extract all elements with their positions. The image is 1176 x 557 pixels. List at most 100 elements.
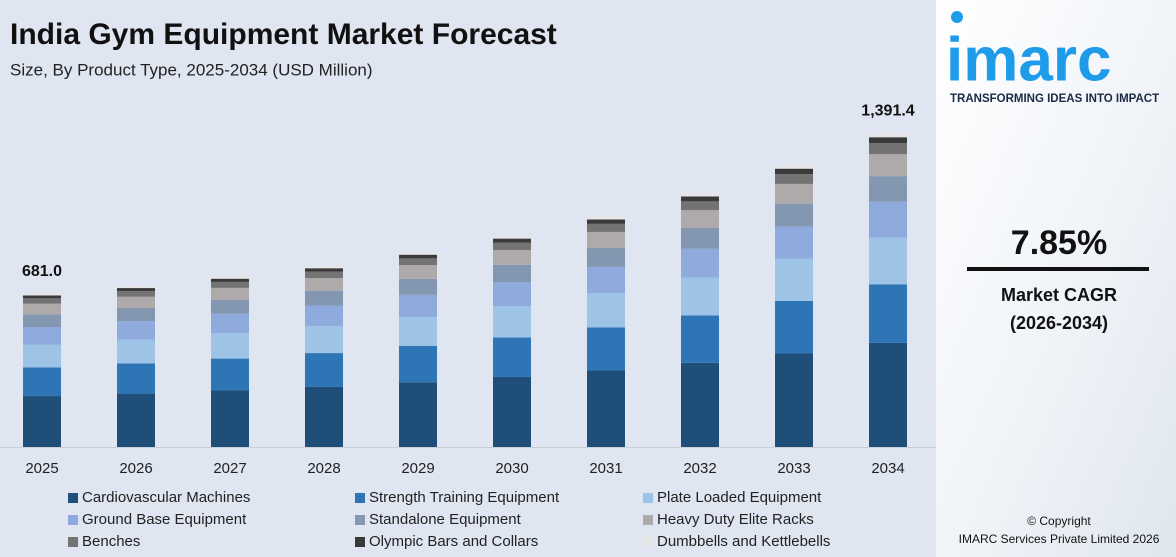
bar-segment	[211, 278, 249, 282]
bar-segment	[305, 266, 343, 269]
bar-segment	[775, 300, 813, 354]
bar-segment	[23, 295, 61, 299]
x-tick-label: 2032	[683, 460, 716, 477]
bar-segment	[681, 193, 719, 197]
bar-segment	[775, 183, 813, 204]
bar-segment	[775, 168, 813, 175]
bar-segment	[587, 327, 625, 371]
chart-subtitle: Size, By Product Type, 2025-2034 (USD Mi…	[10, 60, 373, 79]
bar-segment	[493, 238, 531, 243]
bar-segment	[305, 326, 343, 354]
bar-segment	[399, 258, 437, 266]
total-label: 681.0	[22, 263, 62, 280]
legend-label: Olympic Bars and Collars	[369, 533, 538, 550]
bar-segment	[399, 345, 437, 383]
bar-segment	[869, 237, 907, 285]
legend-swatch	[355, 537, 365, 547]
bar-segment	[399, 294, 437, 317]
bar-segment	[305, 271, 343, 279]
bar-segment	[305, 353, 343, 387]
chart-title: India Gym Equipment Market Forecast	[10, 18, 557, 51]
bar-segment	[211, 313, 249, 334]
legend-swatch	[68, 537, 78, 547]
bar-segment	[587, 216, 625, 220]
bar-segment	[775, 203, 813, 227]
bar-segment	[493, 249, 531, 265]
bar-segment	[869, 154, 907, 177]
bar-segment	[399, 382, 437, 447]
legend-label: Standalone Equipment	[369, 511, 522, 528]
x-tick-label: 2028	[307, 460, 340, 477]
cagr-period: (2026-2034)	[1010, 313, 1108, 333]
legend-label: Ground Base Equipment	[82, 511, 247, 528]
bar-segment	[117, 363, 155, 394]
bar-segment	[399, 278, 437, 295]
legend-label: Benches	[82, 533, 140, 550]
bar-segment	[869, 133, 907, 138]
x-tick-label: 2033	[777, 460, 810, 477]
bar-segment	[493, 337, 531, 377]
bar-segment	[305, 290, 343, 306]
bar-segment	[211, 390, 249, 447]
bar-segment	[211, 276, 249, 279]
bar-segment	[493, 376, 531, 447]
x-tick-label: 2027	[213, 460, 246, 477]
bar-segment	[869, 176, 907, 202]
bar-segment	[117, 393, 155, 447]
x-tick-label: 2029	[401, 460, 434, 477]
bar-segment	[681, 196, 719, 202]
bar-segment	[869, 342, 907, 447]
bar-segment	[117, 339, 155, 364]
bar-segment	[775, 165, 813, 169]
bar-segment	[869, 284, 907, 343]
x-tick-label: 2034	[871, 460, 904, 477]
bar-segment	[23, 396, 61, 447]
bar-segment	[681, 248, 719, 278]
bar-segment	[211, 299, 249, 314]
bar-segment	[493, 236, 531, 239]
bar-segment	[869, 201, 907, 238]
bar-segment	[211, 358, 249, 391]
bar-segment	[869, 143, 907, 155]
cagr-rule	[967, 267, 1149, 271]
bar-segment	[117, 288, 155, 292]
logo-dot	[951, 11, 963, 23]
bar-segment	[681, 277, 719, 316]
bar-segment	[681, 315, 719, 363]
legend-swatch	[643, 537, 653, 547]
bar-segment	[399, 252, 437, 255]
bar-segment	[23, 298, 61, 304]
bar-segment	[587, 219, 625, 224]
total-label: 1,391.4	[861, 103, 914, 120]
bar-segment	[869, 137, 907, 144]
bar-segment	[117, 291, 155, 297]
cagr-label: Market CAGR	[1001, 285, 1117, 305]
bar-segment	[211, 287, 249, 300]
tagline: TRANSFORMING IDEAS INTO IMPACT	[950, 93, 1159, 105]
copyright: © Copyright	[1027, 514, 1091, 528]
legend-label: Strength Training Equipment	[369, 489, 560, 506]
bar-segment	[399, 265, 437, 279]
bar-segment	[211, 333, 249, 359]
x-tick-label: 2030	[495, 460, 528, 477]
bar-segment	[117, 321, 155, 340]
x-tick-label: 2025	[25, 460, 58, 477]
bar-segment	[587, 223, 625, 232]
legend-swatch	[355, 493, 365, 503]
bar-segment	[23, 344, 61, 368]
legend-label: Plate Loaded Equipment	[657, 489, 822, 506]
bar-segment	[399, 254, 437, 259]
bar-segment	[587, 266, 625, 294]
legend-swatch	[643, 493, 653, 503]
bar-segment	[681, 227, 719, 249]
bar-segment	[399, 316, 437, 346]
bar-segment	[493, 282, 531, 307]
sidebar-background	[936, 0, 1176, 557]
bar-segment	[493, 242, 531, 250]
bar-segment	[211, 281, 249, 288]
bar-segment	[305, 268, 343, 272]
bar-segment	[117, 296, 155, 309]
bar-segment	[681, 362, 719, 447]
